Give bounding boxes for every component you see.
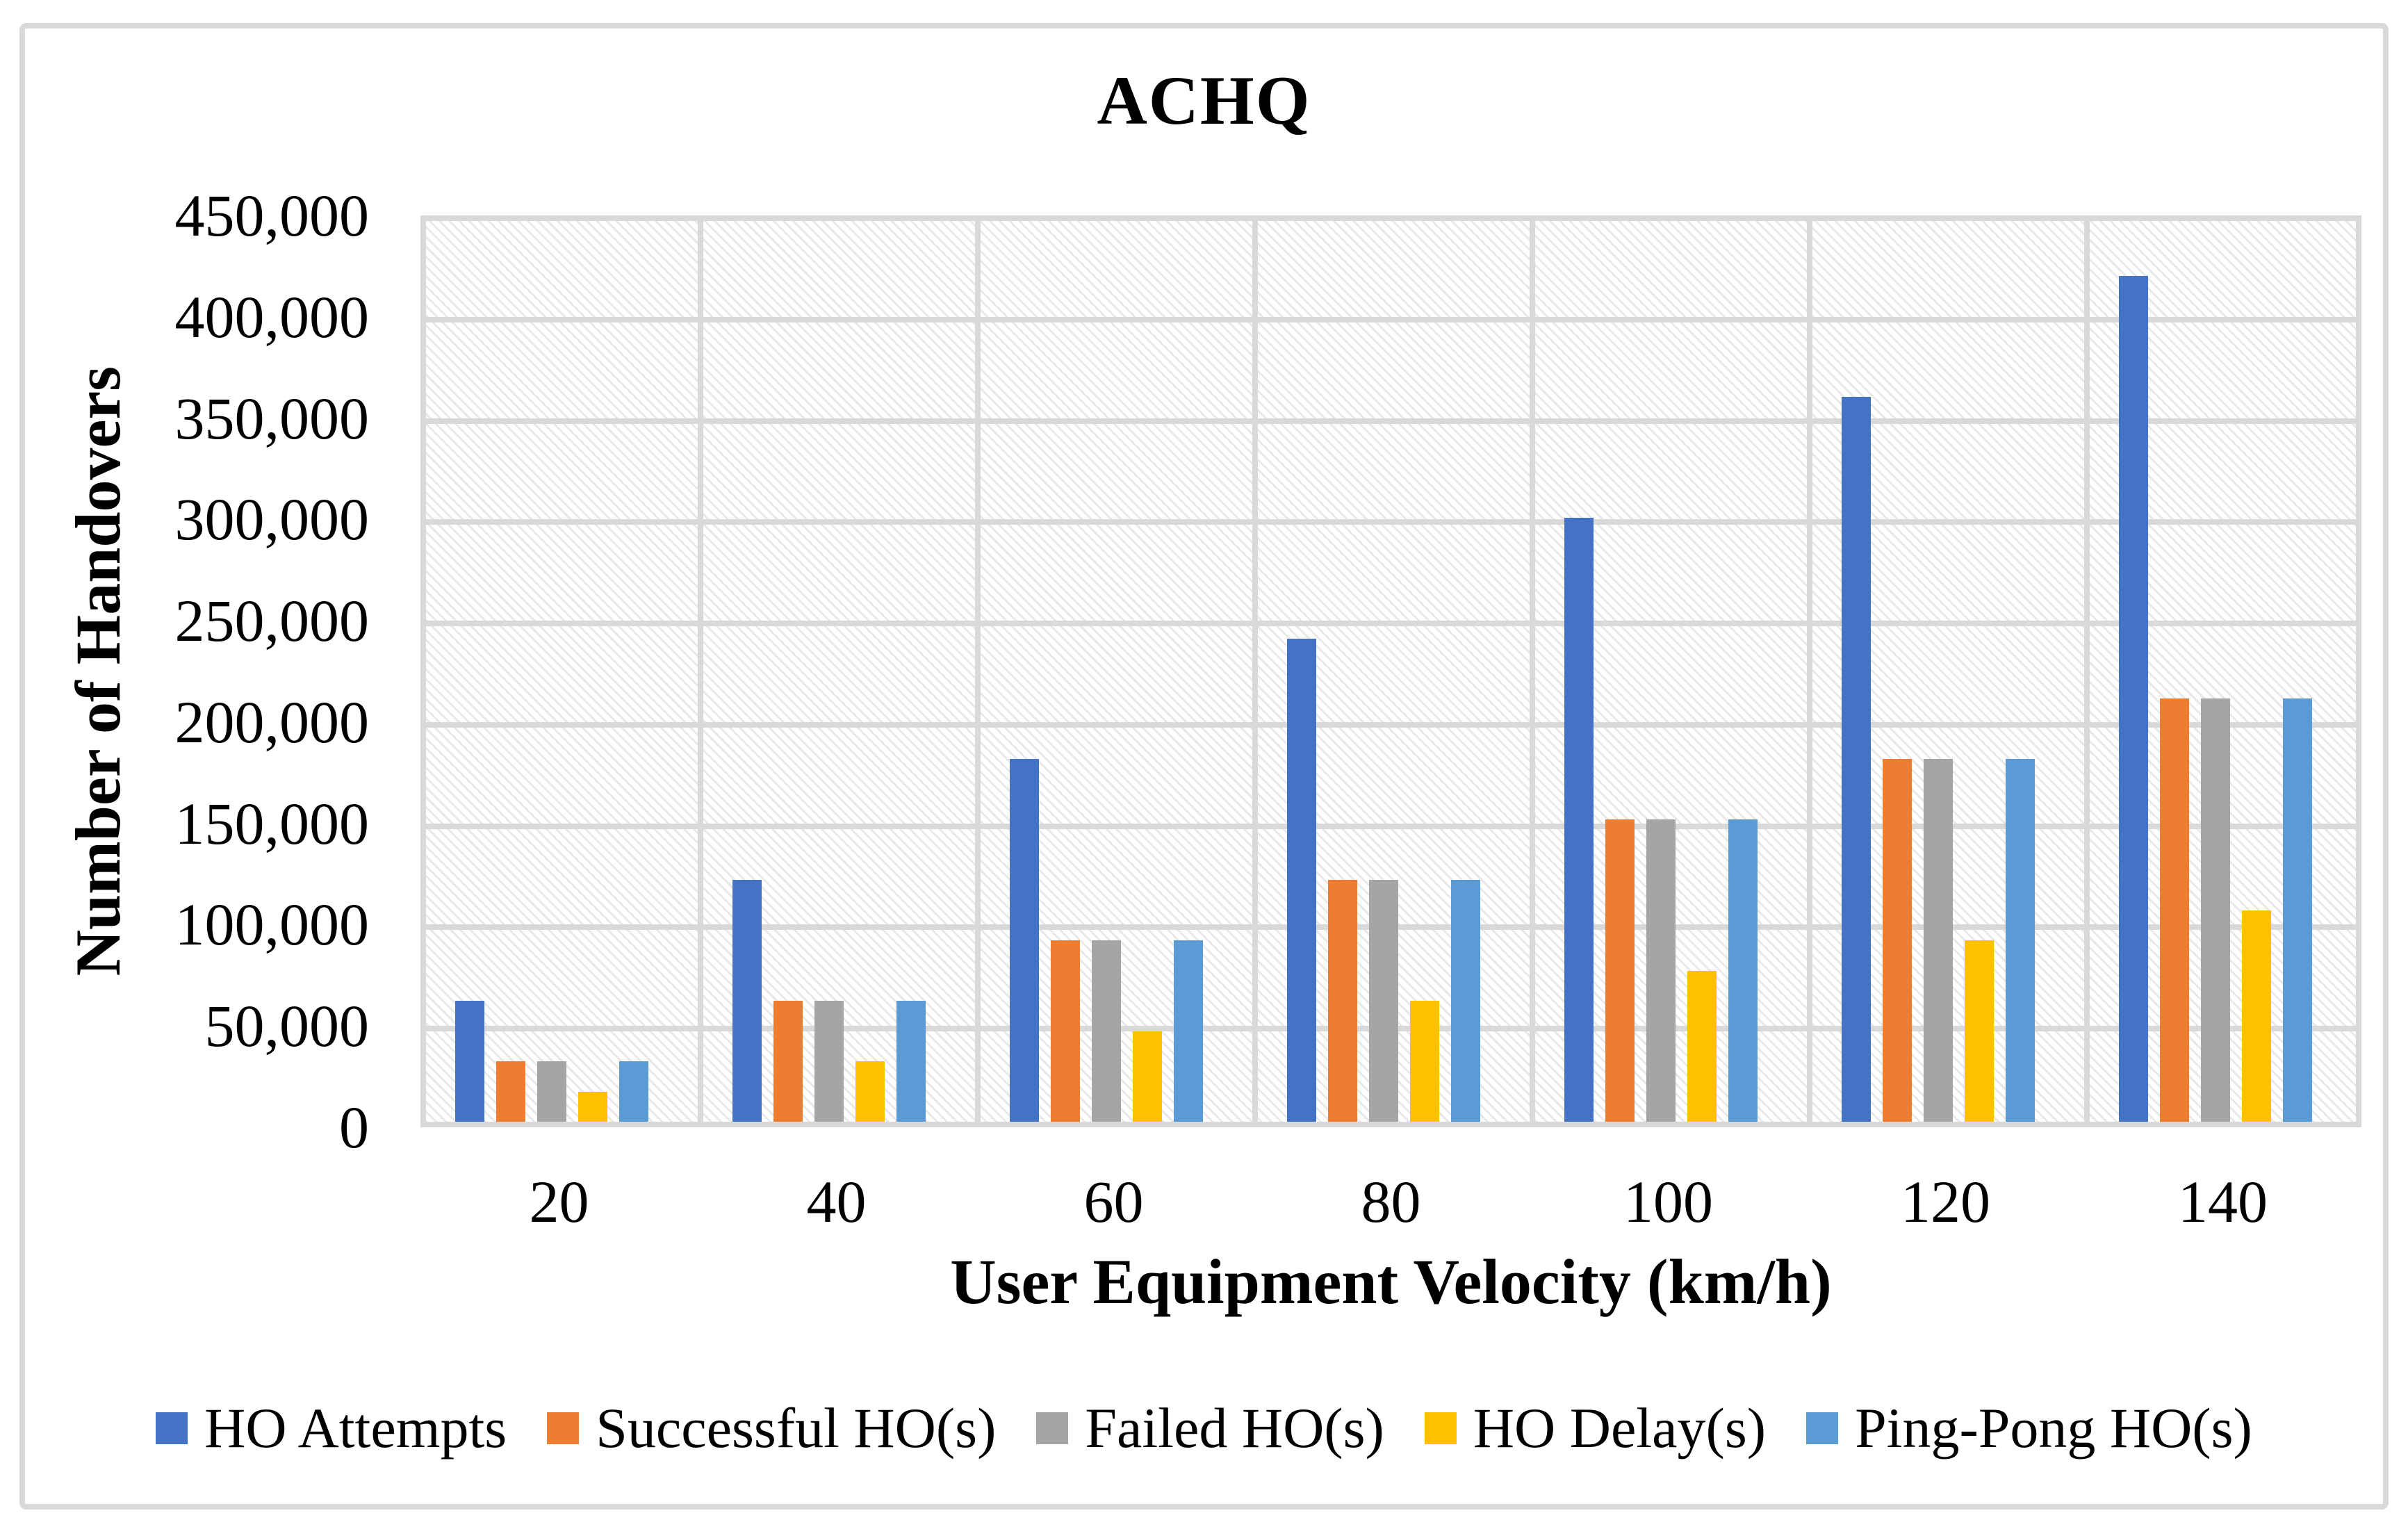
x-tick-label: 120 (1901, 1168, 1990, 1235)
x-tick-label: 20 (529, 1168, 589, 1235)
bar-ping-pong-ho-s-20 (619, 1061, 648, 1122)
legend-label-ho-delay-s: HO Delay(s) (1473, 1396, 1767, 1460)
y-tick-label: 150,000 (174, 790, 370, 857)
gridline-horizontal (420, 1122, 2361, 1127)
gridline-vertical (2084, 215, 2090, 1127)
bar-successful-ho-s-140 (2160, 698, 2189, 1122)
legend-label-successful-ho-s: Successful HO(s) (596, 1396, 997, 1460)
bar-ping-pong-ho-s-40 (896, 1001, 926, 1122)
bar-failed-ho-s-60 (1092, 940, 1121, 1122)
x-tick-label: 40 (806, 1168, 867, 1235)
gridline-horizontal (420, 215, 2361, 221)
y-tick-label: 350,000 (174, 385, 370, 452)
y-tick-label: 400,000 (174, 284, 370, 350)
bar-ho-attempts-60 (1010, 759, 1039, 1122)
bar-ho-attempts-80 (1287, 639, 1316, 1122)
legend-item-ho-delay-s: HO Delay(s) (1424, 1396, 1767, 1460)
bar-group-20 (420, 215, 698, 1127)
legend: HO Attempts Successful HO(s) Failed HO(s) H… (56, 1390, 2352, 1466)
gridline-horizontal (420, 824, 2361, 829)
bar-ho-delay-s-120 (1965, 940, 1994, 1122)
bar-group-60 (975, 215, 1252, 1127)
y-tick-label: 100,000 (174, 891, 370, 958)
bar-failed-ho-s-20 (537, 1061, 566, 1122)
bar-successful-ho-s-20 (496, 1061, 525, 1122)
bar-failed-ho-s-140 (2201, 698, 2230, 1122)
bar-ho-delay-s-60 (1133, 1031, 1162, 1122)
bar-failed-ho-s-120 (1924, 759, 1953, 1122)
y-tick-label: 300,000 (174, 486, 370, 553)
bar-successful-ho-s-80 (1328, 880, 1357, 1122)
bar-ho-attempts-140 (2119, 276, 2148, 1122)
x-tick-label: 100 (1623, 1168, 1713, 1235)
bar-successful-ho-s-40 (773, 1001, 803, 1122)
y-tick-label: 0 (339, 1094, 369, 1161)
bar-ping-pong-ho-s-100 (1728, 819, 1758, 1122)
chart-title: ACHQ (1097, 62, 1311, 139)
bar-group-40 (698, 215, 975, 1127)
legend-swatch-ping-pong-ho-s (1806, 1412, 1839, 1444)
gridline-horizontal (420, 722, 2361, 728)
bar-ho-delay-s-20 (578, 1092, 607, 1122)
bar-failed-ho-s-80 (1369, 880, 1398, 1122)
legend-label-failed-ho-s: Failed HO(s) (1085, 1396, 1384, 1460)
bar-successful-ho-s-100 (1605, 819, 1635, 1122)
gridline-vertical (420, 215, 426, 1127)
gridline-vertical (1530, 215, 1535, 1127)
gridline-vertical (975, 215, 981, 1127)
bar-ho-delay-s-80 (1410, 1001, 1439, 1122)
legend-swatch-successful-ho-s (547, 1412, 580, 1444)
legend-swatch-failed-ho-s (1036, 1412, 1069, 1444)
bar-group-80 (1252, 215, 1530, 1127)
legend-item-ping-pong-ho-s: Ping-Pong HO(s) (1806, 1400, 2252, 1457)
x-axis-title: User Equipment Velocity (km/h) (950, 1246, 1832, 1317)
gridline-vertical (1252, 215, 1258, 1127)
legend-item-ho-attempts: HO Attempts (156, 1400, 507, 1457)
legend-item-failed-ho-s: Failed HO(s) (1036, 1400, 1384, 1457)
bar-ping-pong-ho-s-60 (1174, 940, 1203, 1122)
bar-successful-ho-s-120 (1883, 759, 1912, 1122)
y-tick-label: 450,000 (174, 182, 370, 249)
gridline-horizontal (420, 317, 2361, 322)
bar-ping-pong-ho-s-80 (1451, 880, 1480, 1122)
x-tick-label: 140 (2178, 1168, 2268, 1235)
bar-failed-ho-s-100 (1646, 819, 1676, 1122)
bar-ho-delay-s-40 (855, 1061, 885, 1122)
bar-ho-delay-s-140 (2242, 910, 2271, 1122)
gridline-horizontal (420, 519, 2361, 525)
legend-swatch-ho-delay-s (1424, 1412, 1457, 1444)
legend-label-ping-pong-ho-s: Ping-Pong HO(s) (1855, 1396, 2252, 1460)
bar-ho-attempts-40 (732, 880, 762, 1122)
bar-successful-ho-s-60 (1051, 940, 1080, 1122)
bar-ho-delay-s-100 (1687, 971, 1717, 1122)
y-tick-label: 200,000 (174, 689, 370, 755)
bar-group-140 (2084, 215, 2361, 1127)
legend-swatch-ho-attempts (156, 1412, 188, 1444)
plot-area (420, 215, 2361, 1127)
gridline-vertical (2356, 215, 2361, 1127)
bar-group-100 (1530, 215, 1807, 1127)
x-axis-tick-labels: 20 40 60 80 100 120 140 (420, 1172, 2361, 1241)
bar-group-120 (1807, 215, 2084, 1127)
bar-ho-attempts-100 (1564, 518, 1594, 1122)
gridline-horizontal (420, 418, 2361, 424)
legend-label-ho-attempts: HO Attempts (204, 1396, 507, 1460)
bar-ho-attempts-20 (455, 1001, 484, 1122)
y-tick-label: 50,000 (204, 992, 370, 1059)
bar-failed-ho-s-40 (814, 1001, 844, 1122)
gridline-vertical (1807, 215, 1812, 1127)
bar-ping-pong-ho-s-140 (2283, 698, 2312, 1122)
bar-ping-pong-ho-s-120 (2006, 759, 2035, 1122)
y-tick-label: 250,000 (174, 587, 370, 654)
gridline-vertical (698, 215, 703, 1127)
bar-ho-attempts-120 (1842, 397, 1871, 1122)
gridline-horizontal (420, 621, 2361, 626)
x-tick-label: 60 (1083, 1168, 1144, 1235)
x-tick-label: 80 (1361, 1168, 1421, 1235)
y-axis-tick-labels: 450,000 400,000 350,000 300,000 250,000 200,0… (0, 0, 370, 1529)
legend-item-successful-ho-s: Successful HO(s) (547, 1400, 996, 1457)
